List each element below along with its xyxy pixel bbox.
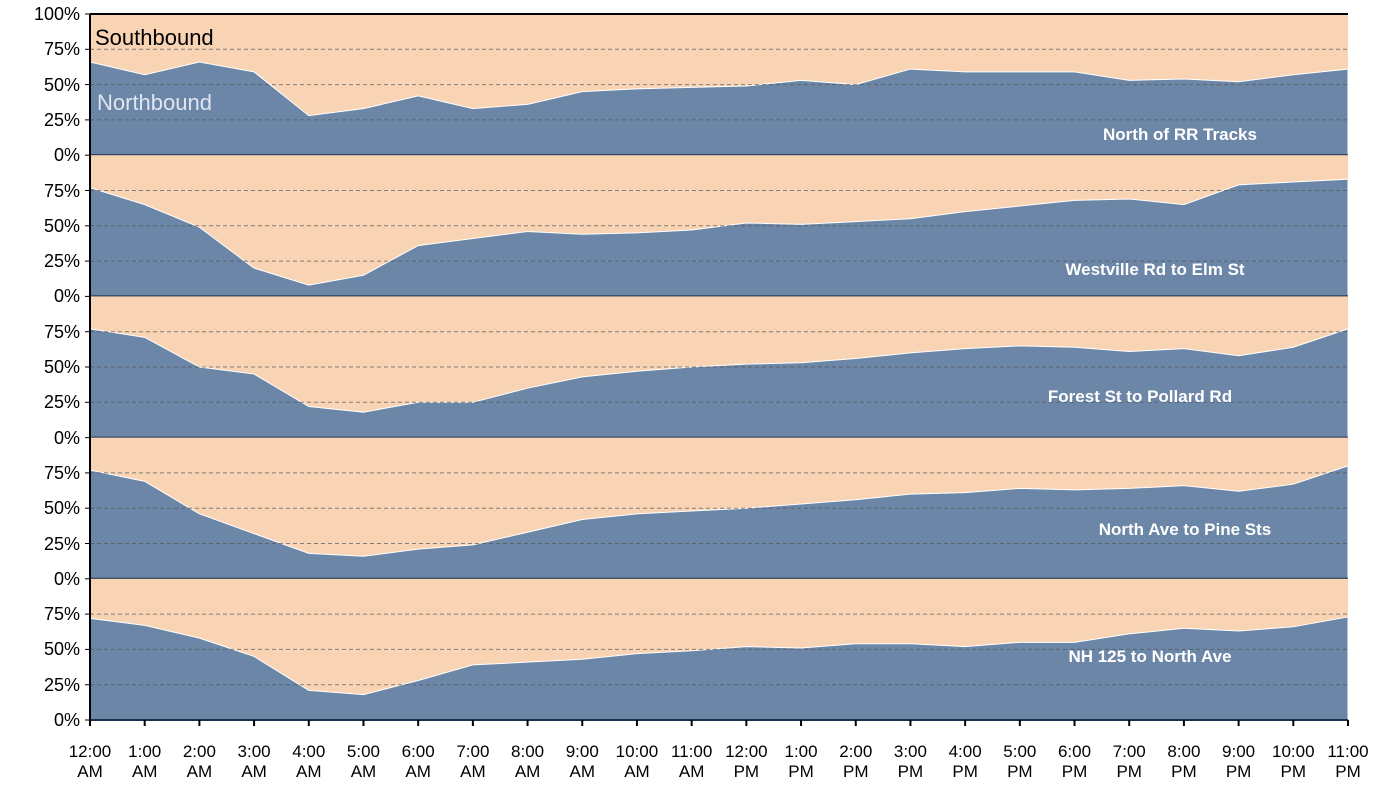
x-tick-label: 10:00 PM [1272, 742, 1315, 781]
northbound-area [89, 61, 1349, 156]
x-tick-label: 5:00 PM [1003, 742, 1037, 781]
y-tick-label: 75% [43, 462, 80, 483]
y-tick-label: 50% [43, 357, 80, 377]
y-tick-label: 25% [43, 392, 80, 413]
x-tick-label: 7:00 AM [456, 742, 490, 781]
northbound-area [89, 328, 1349, 439]
x-tick-label: 8:00 PM [1167, 742, 1201, 781]
legend-southbound: Southbound [95, 25, 214, 50]
panel-label: Forest St to Pollard Rd [1047, 387, 1233, 406]
y-tick-label: 0% [53, 427, 80, 448]
y-tick-label: 0% [53, 286, 80, 307]
x-tick-label: 4:00 AM [292, 742, 326, 781]
x-tick-label: 11:00 AM [671, 742, 713, 781]
y-tick-label: 50% [43, 639, 80, 660]
x-tick-label: 6:00 AM [401, 742, 435, 781]
y-tick-label: 0% [53, 145, 80, 166]
x-tick-label: 1:00 AM [128, 742, 162, 781]
x-tick-label: 9:00 AM [565, 742, 599, 781]
northbound-area [89, 178, 1349, 297]
panel-label: Westville Rd to Elm St [1065, 260, 1245, 279]
x-tick-label: 3:00 AM [237, 742, 271, 781]
y-tick-label: 25% [43, 674, 80, 695]
x-tick-label: 3:00 PM [893, 742, 927, 781]
x-tick-label: 12:00 AM [68, 742, 112, 781]
x-tick-label: 12:00 PM [725, 742, 768, 781]
y-tick-label: 100% [33, 4, 80, 24]
x-tick-label: 9:00 PM [1222, 742, 1256, 781]
y-tick-label: 75% [43, 604, 80, 625]
y-tick-label: 50% [43, 498, 80, 519]
y-tick-label: 50% [43, 74, 80, 95]
x-tick-label: 1:00 PM [784, 742, 818, 781]
y-tick-label: 25% [43, 251, 80, 272]
y-tick-label: 75% [43, 180, 80, 201]
x-tick-label: 7:00 PM [1112, 742, 1146, 781]
x-tick-label: 5:00 AM [346, 742, 381, 781]
y-tick-label: 25% [43, 109, 80, 130]
y-tick-label: 0% [53, 568, 80, 589]
panel-label: North of RR Tracks [1103, 125, 1257, 144]
x-tick-label: 2:00 PM [839, 742, 873, 781]
legend-northbound: Northbound [97, 90, 212, 115]
panel-label: North Ave to Pine Sts [1098, 520, 1272, 539]
x-tick-label: 11:00 PM [1327, 742, 1369, 781]
x-tick-label: 4:00 PM [948, 742, 982, 781]
x-tick-label: 8:00 AM [511, 742, 545, 781]
x-tick-label: 10:00 AM [615, 742, 659, 781]
panel-label: NH 125 to North Ave [1068, 647, 1232, 666]
y-tick-label: 75% [43, 321, 80, 342]
northbound-area [89, 465, 1349, 580]
y-tick-label: 75% [43, 39, 80, 60]
x-tick-label: 2:00 AM [182, 742, 216, 781]
y-tick-label: 25% [43, 533, 80, 554]
x-tick-label: 6:00 PM [1057, 742, 1092, 781]
y-tick-label: 0% [53, 710, 80, 730]
y-tick-label: 50% [43, 215, 80, 236]
northbound-area [89, 616, 1349, 721]
